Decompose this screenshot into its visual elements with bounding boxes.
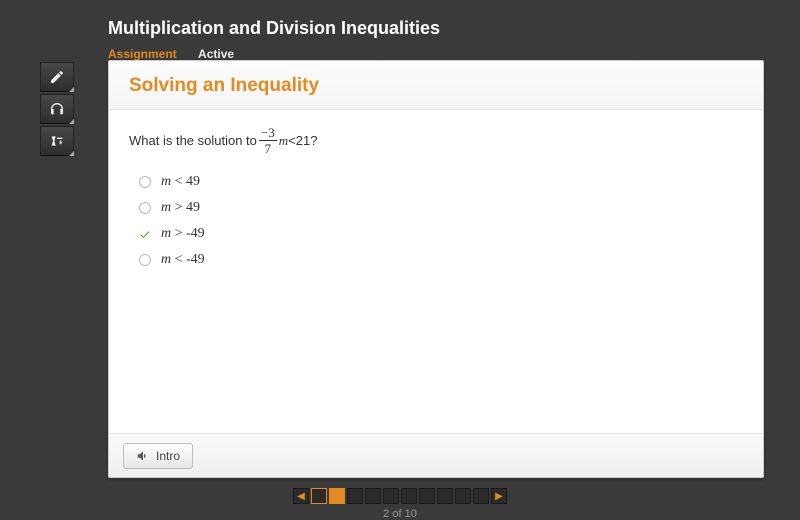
question-rhs: 21 — [296, 133, 310, 148]
page-slot-6[interactable] — [401, 488, 417, 504]
intro-button[interactable]: Intro — [123, 443, 193, 469]
check-icon — [139, 228, 151, 240]
page-slot-5[interactable] — [383, 488, 399, 504]
question-operator: < — [288, 133, 296, 148]
option-4[interactable]: m < -49 — [139, 247, 743, 273]
radio-unchecked-icon — [139, 202, 151, 214]
question-card: Solving an Inequality What is the soluti… — [108, 60, 764, 478]
headphones-icon — [49, 101, 65, 117]
side-toolbar — [40, 62, 74, 156]
question-suffix: ? — [310, 133, 317, 148]
page-slots — [311, 488, 489, 504]
pager-label: 2 of 10 — [0, 508, 800, 520]
option-1[interactable]: m < 49 — [139, 169, 743, 195]
tab-assignment[interactable]: Assignment — [108, 47, 177, 61]
page-title: Multiplication and Division Inequalities — [108, 18, 800, 39]
page-slot-7[interactable] — [419, 488, 435, 504]
question-variable: m — [279, 133, 288, 149]
option-label: m > 49 — [161, 200, 200, 216]
pencil-icon — [49, 69, 65, 85]
header-tabs: Assignment Active — [108, 47, 800, 61]
radio-unchecked-icon — [139, 254, 151, 266]
audio-tool-button[interactable] — [40, 94, 74, 124]
page-slot-10[interactable] — [473, 488, 489, 504]
page-slot-1[interactable] — [311, 488, 327, 504]
question-text: What is the solution to −3 7 m < 21 ? — [129, 126, 743, 155]
pencil-tool-button[interactable] — [40, 62, 74, 92]
radio-unchecked-icon — [139, 176, 151, 188]
page-slot-8[interactable] — [437, 488, 453, 504]
speaker-icon — [136, 449, 150, 463]
card-body: What is the solution to −3 7 m < 21 ? m … — [109, 110, 763, 433]
page-slot-4[interactable] — [365, 488, 381, 504]
option-2[interactable]: m > 49 — [139, 195, 743, 221]
option-3[interactable]: m > -49 — [139, 221, 743, 247]
fraction-numerator: −3 — [259, 126, 277, 141]
option-label: m < -49 — [161, 252, 205, 268]
page-slot-3[interactable] — [347, 488, 363, 504]
page-navigator: ◀ ▶ — [0, 488, 800, 504]
math-editor-icon — [49, 133, 65, 149]
card-title: Solving an Inequality — [129, 75, 743, 97]
page-slot-2[interactable] — [329, 488, 345, 504]
prev-page-button[interactable]: ◀ — [293, 488, 309, 504]
page-slot-9[interactable] — [455, 488, 471, 504]
option-label: m > -49 — [161, 226, 205, 242]
question-prefix: What is the solution to — [129, 133, 257, 148]
option-label: m < 49 — [161, 174, 200, 190]
tab-active[interactable]: Active — [198, 47, 234, 61]
fraction-denominator: 7 — [265, 141, 272, 155]
card-footer: Intro — [109, 433, 763, 477]
card-header: Solving an Inequality — [109, 61, 763, 110]
answer-options: m < 49 m > 49 m > -49 m < -49 — [139, 169, 743, 273]
next-page-button[interactable]: ▶ — [491, 488, 507, 504]
math-editor-tool-button[interactable] — [40, 126, 74, 156]
question-fraction: −3 7 — [259, 126, 277, 155]
intro-button-label: Intro — [156, 449, 180, 463]
